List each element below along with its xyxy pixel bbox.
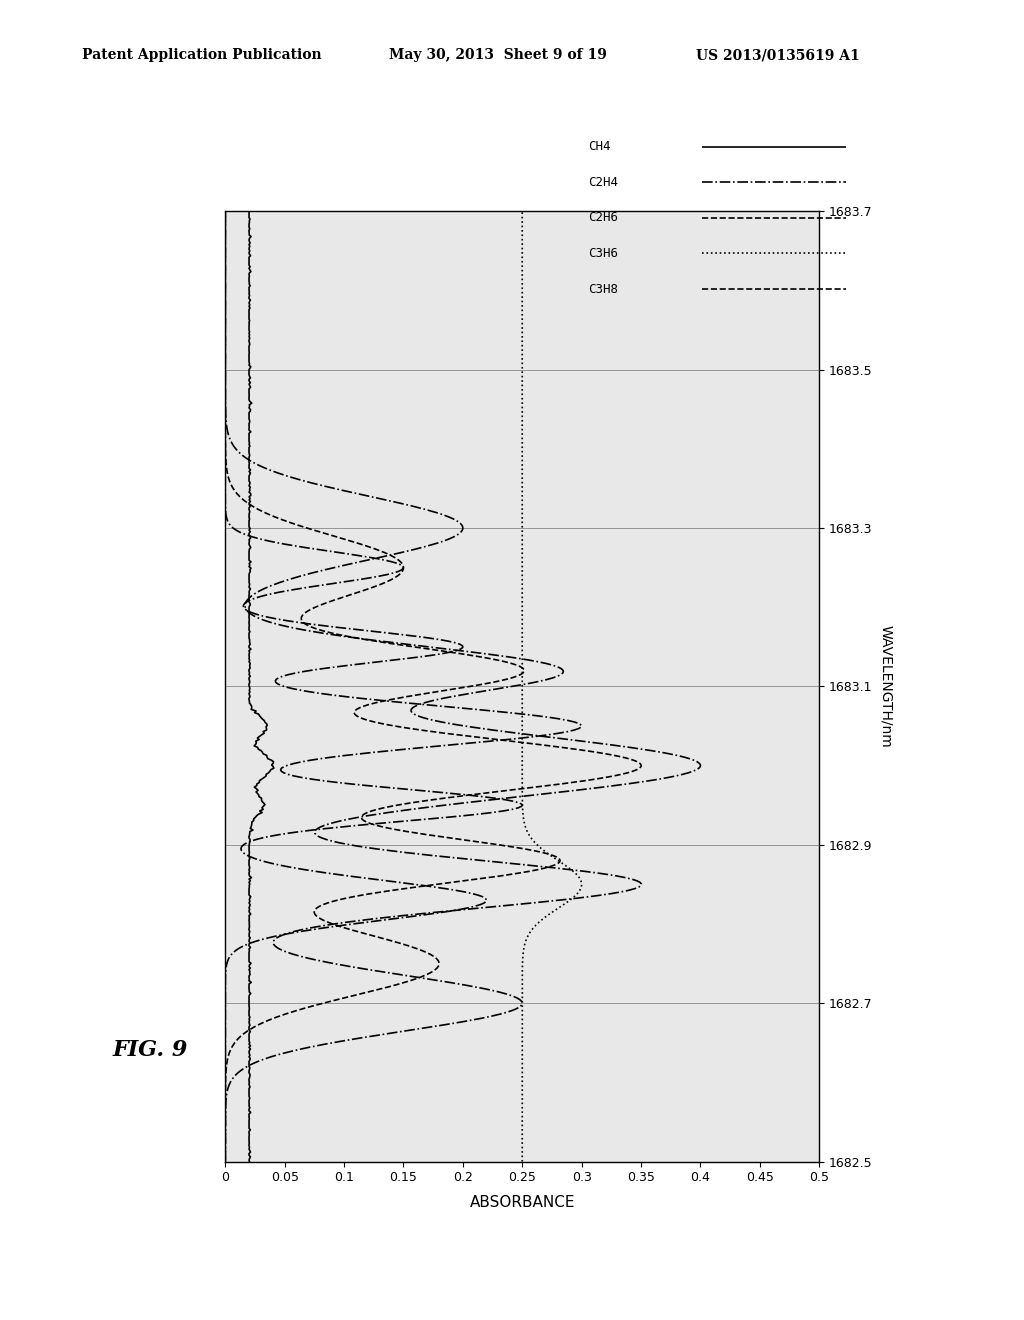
Text: C3H8: C3H8 — [588, 282, 617, 296]
Y-axis label: WAVELENGTH/nm: WAVELENGTH/nm — [880, 626, 893, 747]
Text: C3H6: C3H6 — [588, 247, 617, 260]
Text: FIG. 9: FIG. 9 — [113, 1039, 188, 1061]
Text: Patent Application Publication: Patent Application Publication — [82, 49, 322, 62]
Text: C2H4: C2H4 — [588, 176, 617, 189]
Text: CH4: CH4 — [588, 140, 610, 153]
X-axis label: ABSORBANCE: ABSORBANCE — [469, 1196, 575, 1210]
Text: US 2013/0135619 A1: US 2013/0135619 A1 — [696, 49, 860, 62]
Text: May 30, 2013  Sheet 9 of 19: May 30, 2013 Sheet 9 of 19 — [389, 49, 607, 62]
Text: C2H6: C2H6 — [588, 211, 617, 224]
